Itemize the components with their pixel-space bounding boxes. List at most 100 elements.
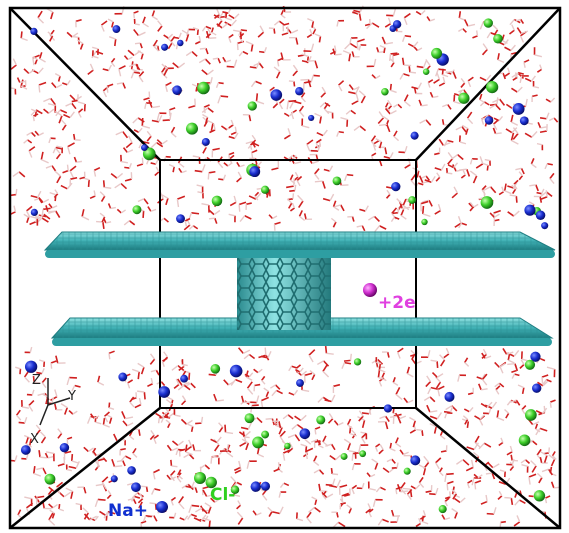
water-molecule: [147, 378, 152, 386]
chloride-ion: [132, 205, 141, 214]
oh-bond: [363, 420, 365, 428]
oh-bond: [181, 419, 186, 424]
water-molecule: [131, 392, 136, 399]
oh-bond: [44, 109, 49, 113]
oh-bond: [438, 389, 440, 396]
oh-bond: [317, 133, 323, 136]
water-molecule: [488, 462, 500, 467]
oh-bond: [372, 153, 376, 156]
water-molecule: [181, 419, 192, 424]
oh-bond: [268, 351, 271, 358]
oh-bond: [151, 378, 152, 384]
oh-bond: [444, 354, 449, 358]
oh-bond: [403, 488, 411, 489]
water-molecule: [220, 444, 228, 451]
oh-bond: [403, 58, 404, 65]
oh-bond: [284, 135, 290, 139]
oh-bond: [391, 90, 397, 92]
oh-bond: [38, 11, 42, 18]
water-molecule: [480, 94, 485, 103]
oh-bond: [156, 159, 158, 164]
oh-bond: [245, 216, 252, 219]
oh-bond: [55, 390, 57, 397]
water-molecule: [309, 507, 321, 512]
oh-bond: [526, 99, 527, 106]
water-molecule: [301, 444, 307, 452]
oh-bond: [258, 32, 263, 37]
oh-bond: [235, 127, 236, 133]
oh-bond: [335, 54, 342, 55]
oh-bond: [496, 133, 502, 134]
oh-bond: [101, 21, 107, 25]
sodium-ion: [513, 103, 525, 115]
oh-bond: [255, 192, 258, 196]
oh-bond: [258, 454, 264, 457]
water-molecule: [379, 445, 383, 454]
oh-bond: [396, 438, 398, 444]
water-molecule: [234, 461, 240, 470]
water-molecule: [490, 213, 499, 217]
oh-bond: [164, 352, 168, 357]
water-molecule: [445, 474, 454, 482]
oh-bond: [104, 418, 105, 425]
oh-bond: [412, 87, 419, 89]
water-molecule: [324, 166, 333, 171]
sodium-ion: [410, 455, 420, 465]
oh-bond: [22, 407, 29, 408]
water-molecule: [396, 387, 402, 399]
oh-bond: [115, 184, 121, 188]
oh-bond: [437, 173, 440, 177]
oh-bond: [480, 22, 483, 29]
oh-bond: [67, 80, 70, 84]
water-molecule: [107, 490, 111, 498]
oh-bond: [508, 68, 510, 73]
water-molecule: [498, 53, 504, 62]
oh-bond: [481, 502, 487, 505]
water-molecule: [385, 18, 390, 27]
water-molecule: [315, 427, 320, 434]
oh-bond: [442, 105, 447, 107]
oh-bond: [271, 168, 278, 170]
oh-bond: [440, 468, 443, 472]
water-molecule: [522, 406, 526, 415]
oh-bond: [300, 368, 303, 372]
oh-bond: [226, 60, 231, 62]
water-molecule: [63, 165, 69, 173]
oh-bond: [380, 46, 385, 48]
oh-bond: [253, 511, 256, 515]
oh-bond: [171, 36, 175, 41]
oh-bond: [74, 134, 75, 140]
oh-bond: [200, 48, 206, 49]
water-molecule: [503, 348, 513, 354]
water-molecule: [421, 350, 430, 357]
oh-bond: [81, 44, 83, 50]
oh-bond: [179, 163, 184, 167]
oh-bond: [104, 425, 110, 427]
oh-bond: [100, 213, 105, 217]
water-molecule: [67, 437, 72, 444]
water-molecule: [55, 404, 63, 410]
oh-bond: [188, 514, 191, 519]
oh-bond: [521, 460, 525, 463]
oh-bond: [231, 20, 236, 26]
oh-bond: [88, 417, 91, 424]
water-molecule: [390, 443, 395, 451]
oh-bond: [542, 377, 543, 384]
water-molecule: [218, 175, 225, 180]
chloride-ion: [252, 436, 264, 448]
oh-bond: [129, 221, 134, 225]
oh-bond: [95, 499, 97, 506]
water-molecule: [59, 504, 64, 511]
water-molecule: [18, 78, 26, 83]
oh-bond: [279, 103, 282, 109]
oh-bond: [368, 216, 374, 220]
water-molecule: [471, 159, 478, 164]
oh-bond: [470, 171, 476, 176]
oh-bond: [352, 101, 358, 105]
oh-bond: [494, 211, 501, 213]
oh-bond: [52, 206, 57, 208]
water-molecule: [323, 365, 329, 377]
oh-bond: [362, 413, 369, 414]
oh-bond: [421, 202, 428, 204]
oh-bond: [191, 383, 196, 388]
